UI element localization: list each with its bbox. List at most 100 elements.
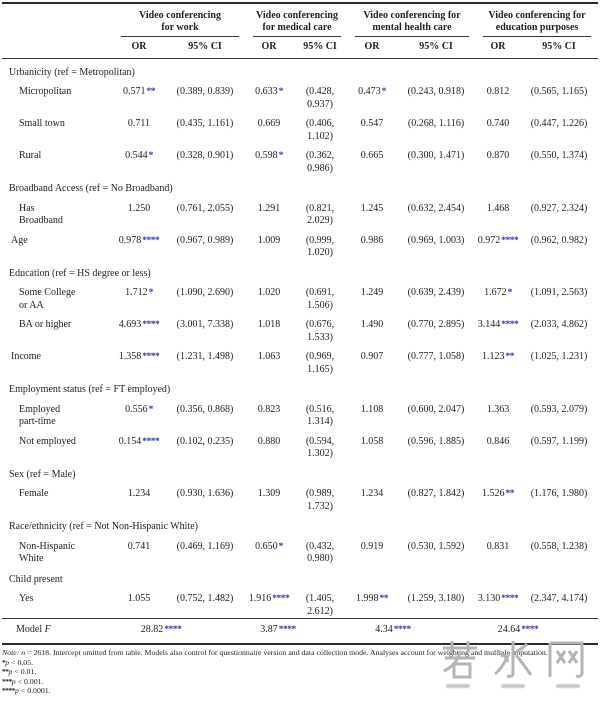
or-cell: 1.998** <box>356 593 388 604</box>
watermark-subtext-marks <box>438 683 588 688</box>
model-f-label: Model F <box>2 618 114 645</box>
watermark-char-shui <box>494 640 533 678</box>
section-header: Broadband Access (ref = No Broadband) <box>9 183 173 194</box>
ci-cell: (1.091, 2.563) <box>530 287 588 298</box>
subheader-row: OR 95% CI OR 95% CI OR 95% CI OR 95% CI <box>2 37 599 59</box>
results-table: Video conferencing for work Video confer… <box>2 2 599 645</box>
significance-stars: **** <box>142 320 160 330</box>
or-cell: 1.712* <box>125 287 153 298</box>
or-cell: 0.846 <box>486 435 510 447</box>
row-label: Employed part-time <box>19 403 61 428</box>
significance-stars: **** <box>501 594 519 604</box>
or-cell: 1.108 <box>360 403 384 415</box>
ci-cell: (0.432, 0.980) <box>305 540 335 565</box>
significance-stars: ** <box>505 352 515 362</box>
section-header-row: Race/ethnicity (ref = Not Non-Hispanic W… <box>2 513 598 534</box>
significance-note: **p < 0.01. <box>2 667 37 677</box>
section-header-row: Sex (ref = Male) <box>2 461 598 482</box>
or-cell: 1.358**** <box>118 351 160 362</box>
or-cell: 1.018 <box>257 319 281 330</box>
ci-cell: (0.550, 1.374) <box>530 150 588 161</box>
table-row: Yes 1.055 (0.752, 1.482) 1.916**** (1.405, 2… <box>2 586 598 619</box>
ci-cell: (0.999, 1.020) <box>305 234 335 259</box>
or-cell: 1.916**** <box>248 593 290 604</box>
row-label: Non-Hispanic White <box>19 540 76 565</box>
table-row: Non-Hispanic White 0.741 (0.469, 1.169) 0.65… <box>2 534 598 566</box>
ci-cell: (1.405, 2.612) <box>305 593 335 617</box>
or-cell: 1.309 <box>257 488 281 499</box>
or-cell: 0.741 <box>127 540 151 552</box>
ci-cell: (0.362, 0.986) <box>305 150 335 174</box>
empty-corner-cell <box>2 37 114 59</box>
ci-cell: (0.969, 1.003) <box>407 234 465 246</box>
significance-stars: **** <box>501 320 519 330</box>
ci-cell: (1.176, 1.980) <box>530 488 588 499</box>
or-cell: 0.907 <box>360 351 384 362</box>
or-cell: 1.020 <box>257 287 281 298</box>
group-label-line: Video conferencing for <box>488 10 586 21</box>
or-cell: 0.650* <box>255 540 284 552</box>
ci-cell: (0.593, 2.079) <box>530 403 588 415</box>
ci-cell: (0.243, 0.918) <box>407 86 465 97</box>
or-cell: 0.544* <box>125 150 153 161</box>
table-row: Small town 0.711 (0.435, 1.161) 0.669 (0.406… <box>2 111 598 143</box>
section-header: Child present <box>9 573 63 585</box>
ci-cell: (0.777, 1.058) <box>407 351 465 362</box>
ci-cell: (0.406, 1.102) <box>305 118 335 142</box>
watermark-mark <box>556 683 580 688</box>
or-header: OR <box>114 37 164 59</box>
ci-cell: (0.967, 0.989) <box>176 234 234 246</box>
significance-note: ***p < 0.001. <box>2 676 44 686</box>
or-cell: 4.693**** <box>118 319 160 330</box>
watermark-mark <box>446 683 470 688</box>
or-cell: 0.823 <box>257 403 281 415</box>
ci-cell: (0.428, 0.937) <box>305 86 335 110</box>
ci-cell: (1.090, 2.690) <box>176 287 234 298</box>
ci-cell: (0.989, 1.732) <box>305 488 335 512</box>
table-row: Employed part-time 0.556* (0.356, 0.868) 0.8… <box>2 397 598 429</box>
row-label: Rural <box>19 150 42 161</box>
watermark-characters <box>438 639 588 679</box>
or-cell: 0.919 <box>360 540 384 552</box>
or-cell: 0.598* <box>255 150 283 161</box>
or-cell: 1.363 <box>486 403 510 415</box>
model-f-value: 28.82**** <box>114 618 246 645</box>
significance-stars: ** <box>146 87 156 97</box>
column-group-education: Video conferencing for education purpose… <box>476 3 598 37</box>
or-cell: 0.978**** <box>118 234 160 246</box>
significance-stars: * <box>278 541 284 552</box>
section-header-row: Child present <box>2 566 598 587</box>
significance-note: *p < 0.05. <box>2 657 34 667</box>
table-row: Rural 0.544* (0.328, 0.901) 0.598* (0.362, 0… <box>2 143 598 175</box>
column-group-mental-health: Video conferencing for mental health car… <box>348 3 476 37</box>
row-label: Micropolitan <box>19 86 72 97</box>
ci-header: 95% CI <box>164 37 246 59</box>
table-row: Income 1.358**** (1.231, 1.498) 1.063 (0.969… <box>2 344 598 376</box>
watermark-char-wang <box>548 641 584 678</box>
ci-cell: (0.447, 1.226) <box>530 118 588 129</box>
or-cell: 1.490 <box>360 319 384 330</box>
section-header: Employment status (ref = FT employed) <box>9 384 171 395</box>
or-cell: 1.234 <box>127 488 151 499</box>
ci-cell: (0.389, 0.839) <box>176 86 234 97</box>
ci-cell: (0.600, 2.047) <box>407 403 465 415</box>
ci-cell: (1.259, 3.180) <box>407 593 465 604</box>
paper-table-page: Video conferencing for work Video confer… <box>2 0 599 696</box>
group-label-line: Video conferencing for <box>363 10 461 21</box>
or-cell: 0.473* <box>358 86 386 97</box>
significance-stars: * <box>278 87 284 97</box>
group-label-line: mental health care <box>372 21 452 33</box>
or-cell: 0.740 <box>486 118 510 129</box>
ci-cell: (0.558, 1.238) <box>530 540 588 552</box>
or-cell: 1.123** <box>482 351 515 362</box>
table-row: Age 0.978**** (0.967, 0.989) 1.009 (0.999, 1… <box>2 228 598 260</box>
ci-cell: (0.632, 2.454) <box>407 202 465 214</box>
section-header-row: Education (ref = HS degree or less) <box>2 260 598 281</box>
or-cell: 1.250 <box>127 202 151 214</box>
ci-cell: (0.565, 1.165) <box>530 86 588 97</box>
section-header: Race/ethnicity (ref = Not Non-Hispanic W… <box>9 521 199 532</box>
ci-cell: (0.639, 2.439) <box>407 287 465 298</box>
section-header: Education (ref = HS degree or less) <box>9 267 151 279</box>
or-cell: 1.468 <box>486 202 510 214</box>
ci-cell: (0.821, 2.029) <box>305 202 335 227</box>
